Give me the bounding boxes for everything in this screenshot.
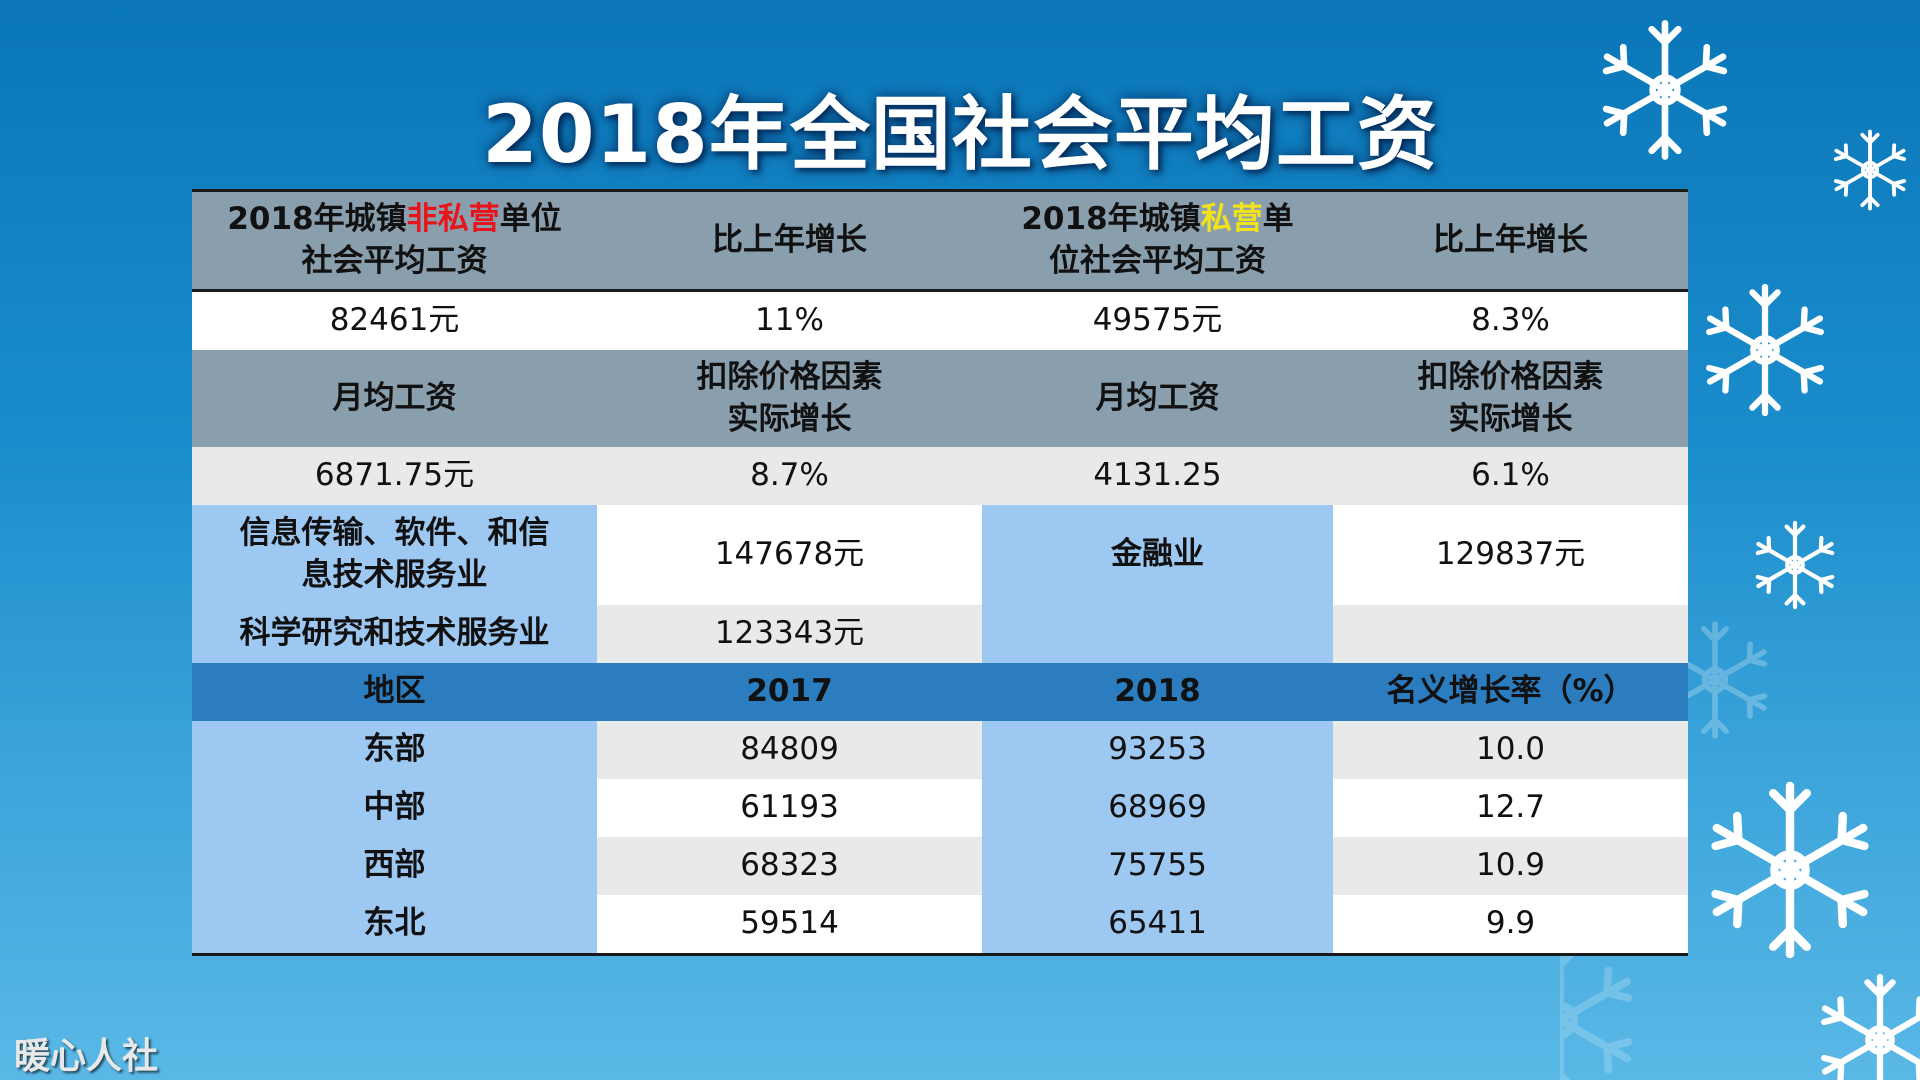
region-2018: 93253	[982, 721, 1333, 779]
table-row: 西部 68323 75755 10.9	[192, 837, 1688, 895]
region-2017: 61193	[597, 779, 982, 837]
region-2018: 68969	[982, 779, 1333, 837]
table-row: 信息传输、软件、和信 息技术服务业 147678元 金融业 129837元	[192, 505, 1688, 605]
table-row: 中部 61193 68969 12.7	[192, 779, 1688, 837]
industry-it: 信息传输、软件、和信 息技术服务业	[192, 505, 597, 605]
header-private-wage: 2018年城镇私营单 位社会平均工资	[982, 190, 1333, 292]
table-row: 6871.75元 8.7% 4131.25 6.1%	[192, 447, 1688, 505]
monthly-wage-private: 4131.25	[982, 447, 1333, 505]
industry-finance-value: 129837元	[1333, 505, 1688, 605]
region-2017: 84809	[597, 721, 982, 779]
region-growth: 9.9	[1333, 895, 1688, 955]
table-row: 科学研究和技术服务业 123343元	[192, 605, 1688, 663]
header-real-growth-2: 扣除价格因素 实际增长	[1333, 350, 1688, 447]
header-row-2: 月均工资 扣除价格因素 实际增长 月均工资 扣除价格因素 实际增长	[192, 350, 1688, 447]
empty-cell	[982, 605, 1333, 663]
table-row: 东北 59514 65411 9.9	[192, 895, 1688, 955]
industry-science: 科学研究和技术服务业	[192, 605, 597, 663]
region-header-2018: 2018	[982, 663, 1333, 721]
region-name: 东北	[192, 895, 597, 955]
header-monthly-wage-1: 月均工资	[192, 350, 597, 447]
real-growth-non-private: 8.7%	[597, 447, 982, 505]
annual-wage-private: 49575元	[982, 290, 1333, 350]
watermark: 暖心人社	[14, 1036, 159, 1077]
header-growth-2: 比上年增长	[1333, 190, 1688, 292]
monthly-wage-non-private: 6871.75元	[192, 447, 597, 505]
header-real-growth-1: 扣除价格因素 实际增长	[597, 350, 982, 447]
wage-table: 2018年城镇非私营单位 社会平均工资 比上年增长 2018年城镇私营单 位社会…	[192, 189, 1688, 956]
region-2018: 65411	[982, 895, 1333, 955]
growth-non-private: 11%	[597, 290, 982, 350]
industry-it-value: 147678元	[597, 505, 982, 605]
real-growth-private: 6.1%	[1333, 447, 1688, 505]
region-2018: 75755	[982, 837, 1333, 895]
region-header-row: 地区 2017 2018 名义增长率（%）	[192, 663, 1688, 721]
annual-wage-non-private: 82461元	[192, 290, 597, 350]
region-growth: 10.0	[1333, 721, 1688, 779]
header-monthly-wage-2: 月均工资	[982, 350, 1333, 447]
industry-finance: 金融业	[982, 505, 1333, 605]
region-name: 东部	[192, 721, 597, 779]
empty-cell	[1333, 605, 1688, 663]
region-header-growth: 名义增长率（%）	[1333, 663, 1688, 721]
highlight-private: 私营	[1200, 200, 1263, 237]
header-row-1: 2018年城镇非私营单位 社会平均工资 比上年增长 2018年城镇私营单 位社会…	[192, 190, 1688, 292]
region-name: 西部	[192, 837, 597, 895]
region-2017: 68323	[597, 837, 982, 895]
region-growth: 12.7	[1333, 779, 1688, 837]
header-non-private-wage: 2018年城镇非私营单位 社会平均工资	[192, 190, 597, 292]
region-growth: 10.9	[1333, 837, 1688, 895]
table-row: 82461元 11% 49575元 8.3%	[192, 290, 1688, 350]
industry-science-value: 123343元	[597, 605, 982, 663]
growth-private: 8.3%	[1333, 290, 1688, 350]
region-header-2017: 2017	[597, 663, 982, 721]
page-title: 2018年全国社会平均工资	[482, 88, 1438, 181]
highlight-non-private: 非私营	[406, 200, 500, 237]
table-row: 东部 84809 93253 10.0	[192, 721, 1688, 779]
region-header-region: 地区	[192, 663, 597, 721]
header-growth-1: 比上年增长	[597, 190, 982, 292]
region-name: 中部	[192, 779, 597, 837]
region-2017: 59514	[597, 895, 982, 955]
